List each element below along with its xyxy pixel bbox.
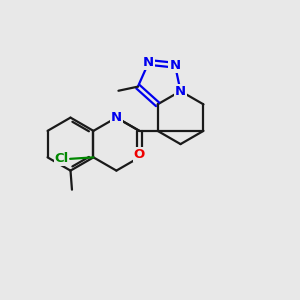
Text: N: N [175,85,186,98]
Text: N: N [169,59,181,72]
Text: N: N [143,56,154,69]
Text: O: O [134,148,145,161]
Text: Cl: Cl [54,152,69,165]
Text: N: N [111,111,122,124]
